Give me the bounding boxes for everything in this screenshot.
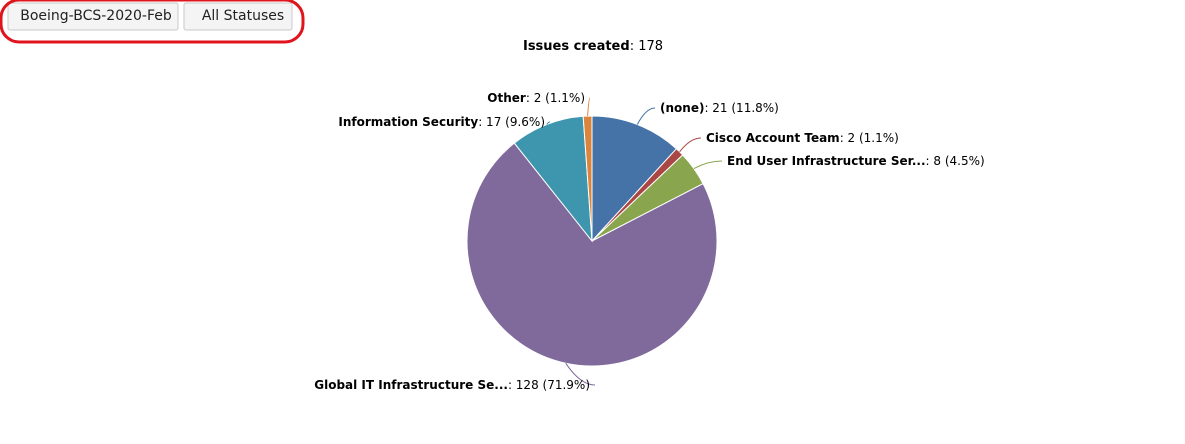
slice-label: Cisco Account Team: 2 (1.1%) <box>706 131 899 145</box>
pie-slice <box>513 115 593 243</box>
status-button-label[interactable]: All Statuses <box>202 8 284 24</box>
slice-value: : 2 (1.1%) <box>840 131 899 145</box>
pie-slice <box>466 142 718 367</box>
slice-name: Cisco Account Team <box>706 131 840 145</box>
slice-value: : 21 (11.8%) <box>704 101 778 115</box>
slice-label: End User Infrastructure Ser...: 8 (4.5%) <box>727 154 985 168</box>
slice-label: Information Security: 17 (9.6%) <box>338 115 545 129</box>
connector <box>636 107 656 125</box>
slice-label: (none): 21 (11.8%) <box>660 101 779 115</box>
slice-value: : 128 (71.9%) <box>508 378 590 392</box>
project-button-label[interactable]: Boeing-BCS-2020-Feb <box>20 8 172 24</box>
connector <box>546 121 551 125</box>
status-button[interactable] <box>183 2 293 31</box>
pie <box>466 97 723 386</box>
slice-name: Information Security <box>338 115 478 129</box>
slice-name: End User Infrastructure Ser... <box>727 154 926 168</box>
connector <box>587 97 591 117</box>
slice-value: : 17 (9.6%) <box>478 115 545 129</box>
slice-name: (none) <box>660 101 704 115</box>
connector <box>565 362 596 386</box>
project-button[interactable] <box>7 2 179 31</box>
title-total: : 178 <box>630 39 663 54</box>
connector <box>693 160 723 170</box>
slice-name: Global IT Infrastructure Se... <box>314 378 508 392</box>
highlight-oval <box>0 0 305 44</box>
slice-value: : 2 (1.1%) <box>526 91 585 105</box>
slice-label: Other: 2 (1.1%) <box>487 91 585 105</box>
slice-value: : 8 (4.5%) <box>926 154 985 168</box>
slice-label: Global IT Infrastructure Se...: 128 (71.… <box>314 378 590 392</box>
chart-title: Issues created: 178 <box>523 39 663 54</box>
title-text: Issues created <box>523 39 630 54</box>
slice-name: Other <box>487 91 526 105</box>
connector <box>679 137 702 153</box>
